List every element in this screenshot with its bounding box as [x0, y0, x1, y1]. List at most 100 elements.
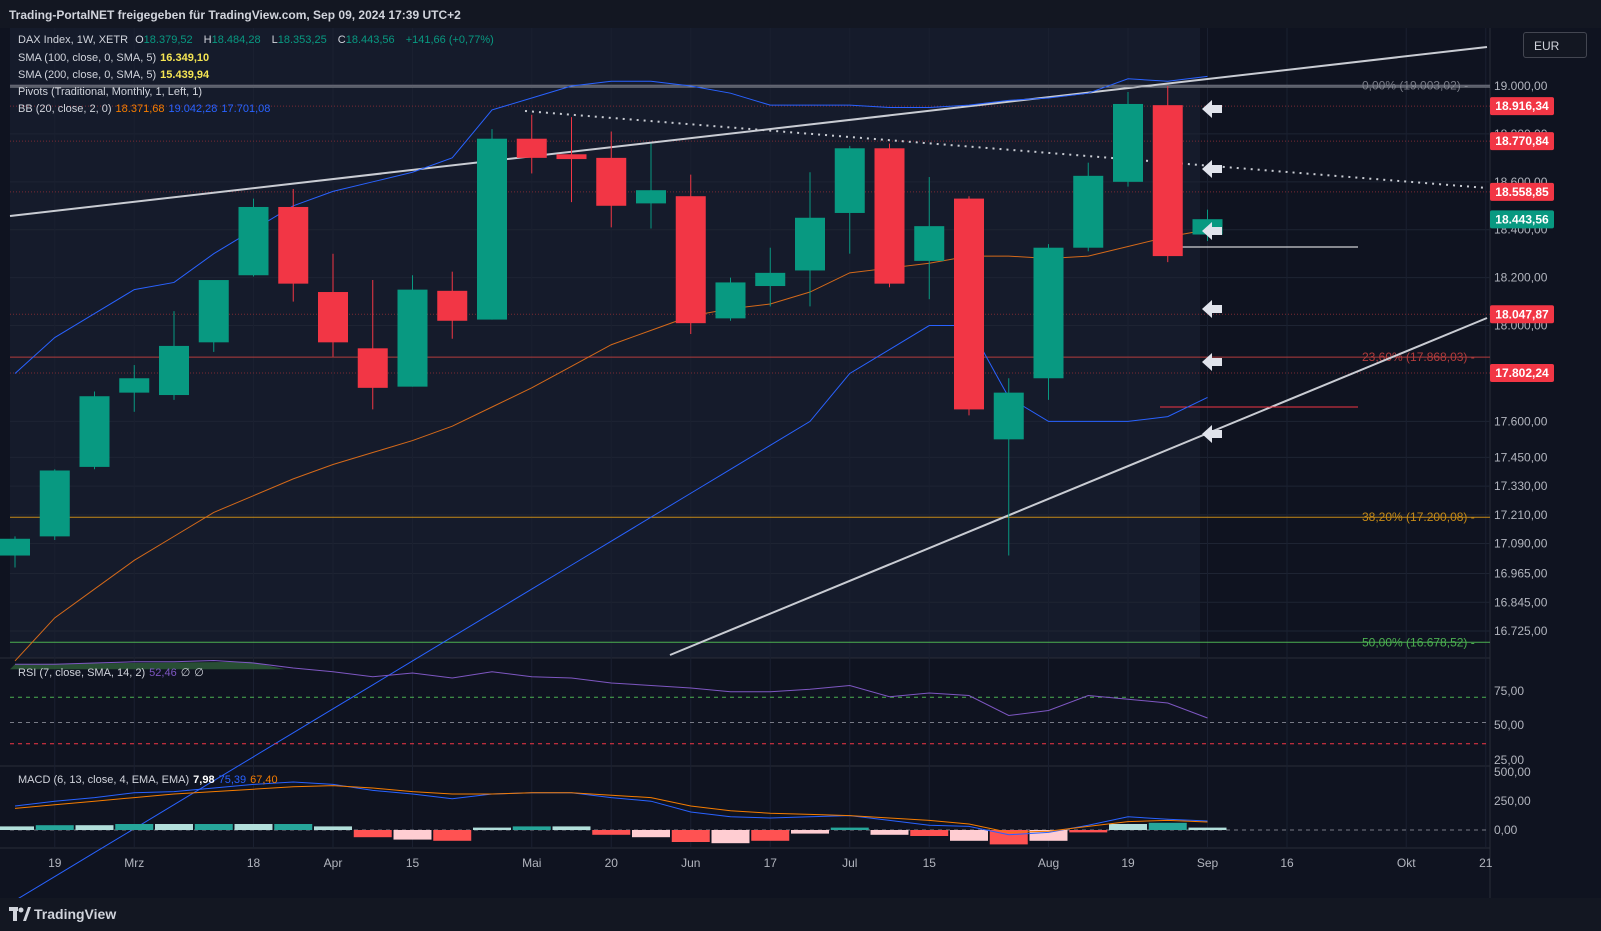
- macd-histogram-bar: [155, 824, 193, 830]
- macd-histogram-bar: [274, 824, 313, 830]
- macd-histogram-bar: [671, 830, 710, 842]
- macd-histogram-bar: [632, 830, 670, 838]
- legend-pivots: Pivots (Traditional, Monthly, 1, Left, 1…: [18, 86, 203, 98]
- rsi-line: [15, 659, 1208, 719]
- candle-body: [914, 226, 945, 261]
- price-axis-label: 16.725,00: [1494, 624, 1548, 638]
- legend-bb: BB (20, close, 2, 0) 18.371,68 19.042,28 17…: [18, 103, 271, 115]
- price-tag-bg: [1490, 182, 1554, 201]
- candle-body: [397, 289, 428, 387]
- macd-histogram-bar: [989, 830, 1028, 845]
- price-tag-label: 17.802,24: [1495, 366, 1549, 380]
- macd-histogram-bar: [115, 824, 154, 830]
- header-bar: Trading-PortalNET freigegeben für Tradin…: [0, 0, 1601, 28]
- candle-body: [993, 392, 1024, 440]
- macd-histogram-bar: [512, 826, 551, 830]
- candle: [238, 198, 269, 277]
- currency-button[interactable]: EUR: [1523, 32, 1587, 58]
- price-axis-label: 17.090,00: [1494, 537, 1548, 551]
- price-tag-label: 18.443,56: [1495, 212, 1549, 226]
- time-axis-label: 15: [923, 856, 937, 870]
- candle-body: [874, 148, 905, 284]
- candle-body: [1113, 103, 1143, 182]
- macd-histogram-bar: [314, 826, 352, 830]
- candle: [954, 196, 984, 416]
- time-axis-label: Jul: [842, 856, 857, 870]
- candle: [755, 247, 786, 307]
- time-axis-label: 21: [1479, 856, 1493, 870]
- macd-line: [14, 781, 1208, 836]
- candle-body: [238, 206, 269, 276]
- macd-histogram-bar: [1188, 827, 1227, 830]
- price-axis-label: 17.210,00: [1494, 508, 1548, 522]
- candle: [675, 174, 706, 334]
- fib-levels: 0,00% (19.003,02) - 23,60% (17.868,03) - 3…: [10, 78, 1490, 649]
- upper-trendline: [9, 46, 1488, 217]
- price-tag-label: 18.770,84: [1495, 134, 1549, 148]
- footer-bar: TradingView: [0, 898, 1601, 931]
- candle: [874, 143, 905, 288]
- legend-change: +141,66 (+0,77%): [405, 34, 494, 46]
- fib-level-label: 23,60% (17.868,03) -: [1362, 350, 1475, 364]
- fib-level-label: 50,00% (16.678,52) -: [1362, 635, 1475, 649]
- price-axis-label: 17.600,00: [1494, 414, 1548, 428]
- candle-body: [715, 282, 746, 319]
- candle: [119, 365, 150, 412]
- candle-body: [318, 292, 348, 343]
- legend-c: C18.443,56: [337, 34, 395, 46]
- macd-histogram-bar: [592, 830, 631, 835]
- candle: [556, 117, 587, 203]
- macd-signal-line: [14, 785, 1208, 833]
- legend-h: H18.484,28: [203, 34, 261, 46]
- candle: [834, 145, 865, 254]
- fib-level-label: 38,20% (17.200,08) -: [1362, 510, 1475, 524]
- candle-body: [954, 198, 984, 410]
- trendlines: [9, 46, 1490, 656]
- candle-body: [477, 138, 507, 320]
- legend-macd: MACD (6, 13, close, 4, EMA, EMA) 7,98 75,3…: [18, 774, 278, 786]
- price-tag-bg: [1490, 210, 1554, 229]
- candle: [159, 311, 189, 400]
- macd-histogram-bar: [950, 830, 988, 841]
- candle: [516, 114, 547, 174]
- time-axis-label: Mai: [522, 856, 541, 870]
- macd-histogram-bar: [194, 824, 233, 830]
- candle-body: [357, 348, 388, 388]
- candle-body: [636, 190, 666, 204]
- macd-histogram-bar: [35, 825, 74, 830]
- candle: [318, 253, 348, 357]
- candle: [1113, 91, 1143, 187]
- macd-histogram-bar: [473, 827, 511, 830]
- arrow-left-icon: [1202, 100, 1222, 118]
- tradingview-logo-icon: [9, 907, 31, 921]
- candle: [1152, 86, 1183, 263]
- candle: [278, 189, 309, 302]
- legend-l: L18.353,25: [271, 34, 327, 46]
- candle-body: [437, 290, 468, 321]
- price-axis-label: 17.450,00: [1494, 450, 1548, 464]
- legend-symbol: DAX Index, 1W, XETR O18.379,52 H18.484,2…: [18, 34, 498, 46]
- candle-body: [278, 206, 309, 284]
- macd-histogram-bar: [1148, 822, 1187, 830]
- time-axis-label: 19: [1121, 856, 1135, 870]
- rsi-axis-label: 25,00: [1494, 753, 1524, 767]
- candle-body: [596, 157, 627, 206]
- time-axis-label: Sep: [1197, 856, 1219, 870]
- candle: [198, 280, 229, 352]
- macd-histogram-bar: [75, 825, 114, 830]
- macd-histogram-bar: [1069, 830, 1108, 833]
- candle: [1073, 162, 1104, 252]
- price-tag-bg: [1490, 97, 1554, 116]
- header-text: Trading-PortalNET freigegeben für Tradin…: [9, 8, 461, 22]
- price-axis-label: 19.000,00: [1494, 79, 1548, 93]
- bb-upper-line: [14, 75, 1208, 374]
- price-tag-bg: [1490, 132, 1554, 151]
- arrow-left-icon: [1202, 353, 1222, 371]
- price-tag-label: 18.916,34: [1495, 99, 1549, 113]
- candle: [1033, 244, 1064, 400]
- candle-body: [79, 396, 110, 467]
- candle-body: [795, 217, 825, 271]
- price-tag-label: 18.047,87: [1495, 307, 1549, 321]
- candle-body: [834, 148, 865, 213]
- chart-area[interactable]: 0,00% (19.003,02) - 23,60% (17.868,03) - 3…: [0, 28, 1601, 898]
